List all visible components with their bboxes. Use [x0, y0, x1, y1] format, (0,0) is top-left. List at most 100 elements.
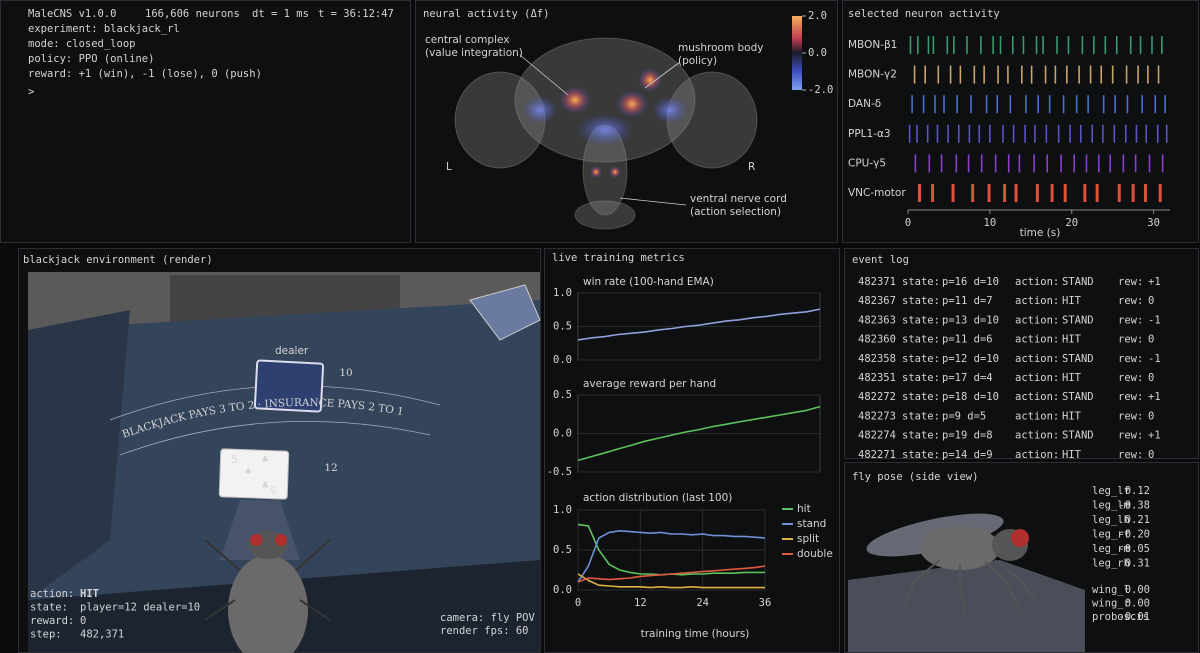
club: ♣ [262, 454, 269, 466]
series-line [577, 529, 766, 583]
state-label: state: [902, 410, 940, 422]
spike [996, 95, 999, 114]
spike [967, 154, 970, 173]
state-label: state: [902, 334, 940, 346]
state-value: p=19 d=8 [942, 430, 993, 442]
spike [1066, 65, 1068, 84]
spike [1054, 65, 1057, 84]
state-label: state: [902, 314, 940, 326]
spike [1151, 36, 1153, 54]
series-line [577, 565, 766, 583]
event-id: 482363 [858, 314, 896, 326]
spike [1050, 184, 1054, 202]
fly-legs [204, 539, 331, 621]
spike [1079, 124, 1082, 143]
action-label: action: [1015, 314, 1059, 326]
event-id: 482272 [858, 391, 896, 403]
spike [1073, 154, 1076, 173]
state-label: state: [902, 276, 940, 288]
camera-info: camera: fly POV [440, 612, 536, 624]
panel-title: event log [852, 254, 909, 266]
app-title: MaleCNS v1.0.0 [28, 8, 117, 20]
spike [1042, 36, 1044, 54]
spike [978, 124, 981, 143]
status-value: 0 [80, 615, 86, 627]
table-felt-shade [28, 310, 130, 600]
spike [1115, 36, 1118, 54]
spike [1007, 65, 1009, 84]
legend-label: double [797, 548, 833, 560]
fly-pose-render [848, 513, 1085, 652]
prompt: > [28, 86, 34, 98]
spike [1035, 36, 1038, 54]
reward-value: 0 [1148, 295, 1154, 307]
spike [1002, 124, 1004, 143]
x-tick-label: 12 [634, 597, 647, 609]
status-value: HIT [80, 588, 99, 600]
terminal-line: experiment: blackjack_rl [28, 23, 180, 35]
annotation: (policy) [678, 55, 717, 67]
spike [987, 184, 991, 202]
spike [957, 124, 960, 143]
event-id: 482273 [858, 410, 896, 422]
spike [1012, 124, 1015, 143]
dealer-label: dealer [275, 345, 309, 357]
spike [1024, 124, 1026, 143]
annotation: (value integration) [425, 47, 523, 59]
series-line [577, 573, 765, 589]
spike [1147, 65, 1149, 84]
joint-name: wing_r [1092, 598, 1130, 610]
glow [616, 90, 648, 118]
spike [1143, 184, 1147, 202]
panel-title: blackjack environment (render) [23, 254, 213, 266]
player-total: 12 [324, 462, 337, 474]
x-axis-label: training time (hours) [641, 628, 750, 640]
thorax [920, 526, 1000, 570]
state-value: p=11 d=6 [942, 334, 993, 346]
status-label: reward: [30, 615, 74, 627]
event-id: 482274 [858, 430, 896, 442]
spike [1018, 154, 1021, 173]
status-label: state: [30, 602, 68, 614]
y-tick-label: 0.5 [553, 321, 572, 333]
state-value: p=9 d=5 [942, 410, 986, 422]
spike [943, 95, 945, 114]
action-label: action: [1015, 353, 1059, 365]
joint-value: -0.01 [1118, 611, 1150, 623]
state-value: p=16 d=10 [942, 276, 999, 288]
card-rank: 5 [231, 454, 238, 466]
joint-value: -0.20 [1118, 529, 1150, 541]
x-tick-label: 20 [1065, 217, 1078, 229]
reward-value: -1 [1148, 314, 1161, 326]
fly-eye [275, 534, 287, 546]
spike [980, 154, 983, 173]
spike [968, 124, 971, 143]
spike [909, 36, 912, 54]
joint-value: -0.38 [1118, 500, 1150, 512]
spike [955, 154, 958, 173]
y-tick-label: 1.0 [553, 287, 572, 299]
reward-label: rew: [1118, 449, 1143, 461]
timestep: dt = 1 ms [252, 8, 309, 20]
event-id: 482271 [858, 449, 896, 461]
spike [1157, 65, 1160, 84]
spike [1048, 95, 1051, 114]
annotation: mushroom body [678, 42, 763, 54]
action-label: action: [1015, 391, 1059, 403]
spike [956, 95, 958, 114]
table-line [119, 420, 431, 456]
spike [985, 95, 988, 114]
spike [1044, 65, 1047, 84]
action-label: action: [1015, 410, 1059, 422]
sim-time: t = 36:12:47 [318, 8, 394, 20]
y-tick-label: 0.5 [553, 544, 572, 556]
panel-title: fly pose (side view) [852, 471, 978, 483]
series-line [577, 405, 821, 462]
spike [1022, 36, 1025, 54]
side-label: R [748, 161, 755, 173]
action-value: STAND [1062, 391, 1094, 403]
reward-label: rew: [1118, 334, 1143, 346]
spike [1158, 184, 1162, 202]
eye [1011, 529, 1029, 547]
spike [1135, 124, 1138, 143]
